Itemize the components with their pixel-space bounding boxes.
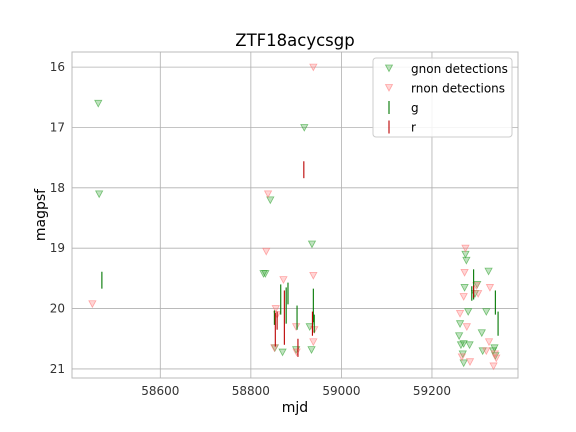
nondetection-point (460, 284, 469, 292)
nondetection-point (485, 284, 495, 292)
legend-label: gnon detections (411, 62, 508, 76)
legend-label: rnon detections (411, 82, 505, 96)
nondetection-point (307, 240, 317, 249)
nondetection-point (291, 323, 301, 332)
chart-title: ZTF18acycsgp (235, 31, 354, 50)
nondetection-point (489, 362, 498, 371)
nondetection-point (279, 276, 288, 284)
nondetection-point (472, 282, 481, 290)
nondetection-point (271, 305, 280, 313)
nondetection-point (309, 63, 318, 72)
data-marks (88, 63, 501, 371)
nondetection-point (455, 310, 465, 318)
nondetection-point (454, 332, 464, 341)
y-tick-label: 18 (50, 181, 65, 195)
nondetection-point (464, 308, 473, 316)
series-r (274, 161, 475, 357)
legend-label: r (411, 121, 416, 135)
nondetection-point (482, 308, 491, 316)
nondetection-point (459, 359, 468, 368)
nondetection-point (484, 267, 493, 276)
nondetection-point (490, 344, 499, 353)
nondetection-point (492, 354, 501, 363)
x-tick-label: 59200 (413, 384, 451, 398)
nondetection-point (461, 244, 470, 253)
nondetection-point (261, 270, 270, 278)
nondetection-point (462, 323, 472, 332)
legend-label: g (411, 101, 419, 115)
nondetection-point (94, 190, 104, 199)
nondetection-point (270, 344, 279, 353)
legend: gnon detections rnon detections gr (372, 57, 513, 138)
nondetection-point (309, 271, 318, 280)
nondetection-point (477, 329, 486, 338)
nondetection-point (88, 300, 97, 309)
y-tick-label: 16 (50, 60, 65, 74)
y-tick-label: 20 (50, 302, 65, 316)
nondetection-point (262, 247, 271, 256)
y-axis-label: magpsf (33, 188, 49, 241)
nondetection-point (263, 190, 273, 199)
nondetection-point (307, 346, 316, 354)
nondetection-point (455, 320, 465, 329)
legend-marker (384, 84, 394, 92)
tick-labels: 58600 58800 59000 59200 16 17 18 19 20 21 (50, 60, 451, 398)
nondetection-point (465, 358, 475, 367)
nondetection-point (94, 99, 103, 108)
nondetection-point (462, 256, 471, 265)
x-axis-label: mjd (282, 400, 308, 416)
nondetection-point (457, 353, 467, 362)
nondetection-point (482, 347, 491, 356)
y-tick-label: 21 (50, 362, 65, 376)
nondetection-point (309, 338, 318, 347)
legend-marker (384, 64, 394, 73)
x-tick-label: 59000 (322, 384, 360, 398)
nondetection-point (490, 350, 500, 359)
legend-box (372, 57, 513, 138)
nondetection-point (465, 341, 474, 350)
y-tick-label: 19 (50, 241, 65, 255)
x-tick-label: 58800 (232, 384, 270, 398)
nondetection-point (459, 340, 468, 348)
nondetection-point (278, 348, 287, 357)
x-tick-label: 58600 (141, 384, 179, 398)
nondetection-point (266, 196, 275, 205)
nondetection-point (484, 338, 494, 347)
y-tick-label: 17 (50, 120, 65, 134)
nondetection-point (300, 124, 309, 132)
nondetection-point (459, 293, 468, 301)
nondetection-point (473, 290, 483, 298)
nondetection-point (460, 268, 469, 277)
